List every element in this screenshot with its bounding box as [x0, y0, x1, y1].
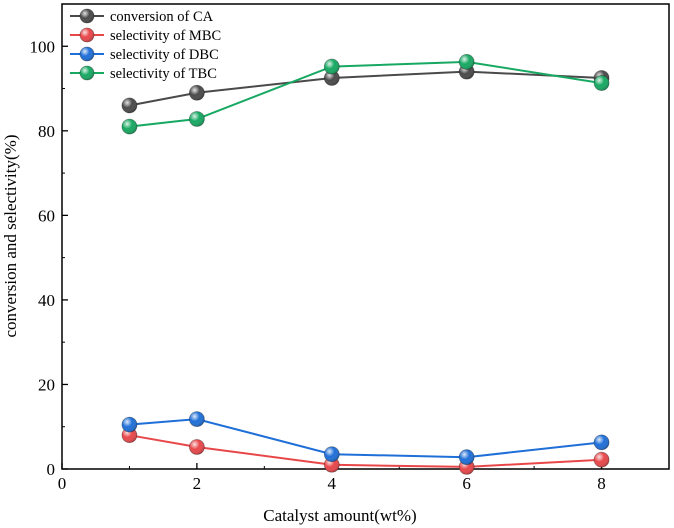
legend-marker-3: [79, 65, 95, 81]
legend-marker-2: [79, 46, 95, 62]
data-point-s3-1: [188, 111, 205, 127]
legend-marker-1: [79, 27, 95, 43]
y-tick-label-60: 60: [38, 206, 55, 225]
y-tick-label-20: 20: [38, 375, 55, 394]
legend-label-0: conversion of CA: [110, 9, 214, 25]
data-point-s3-3: [458, 54, 475, 70]
data-point-s0-1: [188, 84, 205, 101]
data-point-s2-0: [121, 416, 138, 433]
data-point-s2-2: [323, 446, 340, 463]
y-tick-label-100: 100: [30, 37, 56, 56]
y-axis-title: conversion and selectivity(%): [1, 135, 20, 338]
x-tick-label-0: 0: [58, 474, 67, 493]
data-point-s0-2: [323, 70, 340, 86]
legend-entry-3: selectivity of TBC: [70, 65, 217, 82]
data-point-s1-0: [121, 427, 138, 444]
y-tick-label-0: 0: [47, 460, 56, 479]
data-point-s2-3: [458, 449, 475, 466]
data-point-s2-1: [188, 411, 205, 428]
x-tick-label-8: 8: [597, 474, 606, 493]
data-point-s3-4: [593, 75, 610, 91]
x-tick-label-6: 6: [462, 474, 471, 493]
data-point-s0-0: [121, 97, 138, 114]
legend-entry-0: conversion of CA: [70, 8, 214, 25]
data-point-s3-0: [121, 118, 138, 135]
legend-label-2: selectivity of DBC: [110, 47, 219, 63]
x-tick-label-4: 4: [328, 474, 337, 493]
plot-frame: [61, 3, 670, 470]
legend-label-1: selectivity of MBC: [110, 28, 221, 44]
series-markers: [121, 54, 610, 475]
legend-entry-2: selectivity of DBC: [70, 46, 219, 63]
data-point-s1-4: [593, 451, 610, 468]
data-point-s2-4: [593, 434, 610, 451]
y-tick-label-40: 40: [38, 291, 55, 310]
data-point-s1-1: [188, 439, 205, 455]
y-tick-label-80: 80: [38, 122, 55, 141]
legend-marker-0: [79, 8, 95, 24]
x-tick-label-2: 2: [193, 474, 202, 493]
legend: conversion of CA selectivity of MBC select…: [70, 8, 221, 82]
legend-entry-1: selectivity of MBC: [70, 27, 221, 44]
legend-label-3: selectivity of TBC: [110, 66, 217, 82]
data-point-s1-2: [323, 456, 340, 473]
x-axis-title: Catalyst amount(wt%): [263, 506, 416, 525]
data-point-s3-2: [323, 58, 340, 75]
